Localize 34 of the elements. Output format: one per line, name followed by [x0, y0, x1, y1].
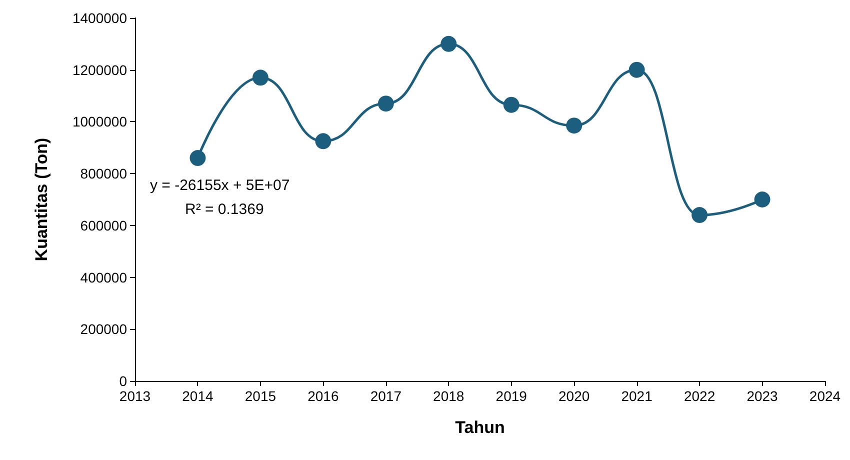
y-tick-label: 200000: [80, 321, 128, 338]
x-tick-label: 2016: [308, 388, 339, 404]
y-tick-label: 800000: [80, 166, 128, 182]
x-tick-label: 2020: [558, 388, 590, 404]
point: [692, 207, 708, 224]
annotation: R² = 0.1369: [185, 201, 264, 218]
y-tick-label: 1000000: [72, 114, 128, 130]
point: [190, 150, 206, 166]
x-tick-label: 2022: [684, 388, 716, 404]
x-tick-label: 2013: [119, 388, 151, 404]
y-tick-label: 400000: [80, 269, 128, 286]
point: [440, 36, 457, 52]
point: [315, 133, 332, 150]
x-tick-label: 2021: [621, 388, 653, 404]
y-tick-label: 0: [119, 373, 128, 389]
point: [378, 96, 394, 112]
x-tick-label: 2024: [809, 388, 841, 404]
y-tick-label: 1200000: [72, 62, 128, 78]
x-tick-label: 2015: [244, 388, 276, 404]
y-axis-title: Kuantitas (Ton): [32, 138, 51, 262]
point: [252, 70, 268, 86]
x-tick-label: 2018: [433, 388, 464, 404]
x-tick-label: 2017: [370, 388, 402, 404]
y-tick-label: 600000: [80, 217, 128, 234]
point: [503, 96, 520, 113]
x-tick-label: 2014: [182, 388, 214, 404]
point: [566, 118, 582, 134]
annotation: y = -26155x + 5E+07: [150, 177, 290, 194]
x-tick-label: 2023: [746, 388, 778, 404]
x-tick-label: 2019: [496, 388, 528, 404]
x-axis-title: Tahun: [455, 418, 505, 437]
point: [628, 62, 645, 78]
y-tick-label: 1400000: [72, 10, 128, 26]
point: [754, 192, 770, 208]
